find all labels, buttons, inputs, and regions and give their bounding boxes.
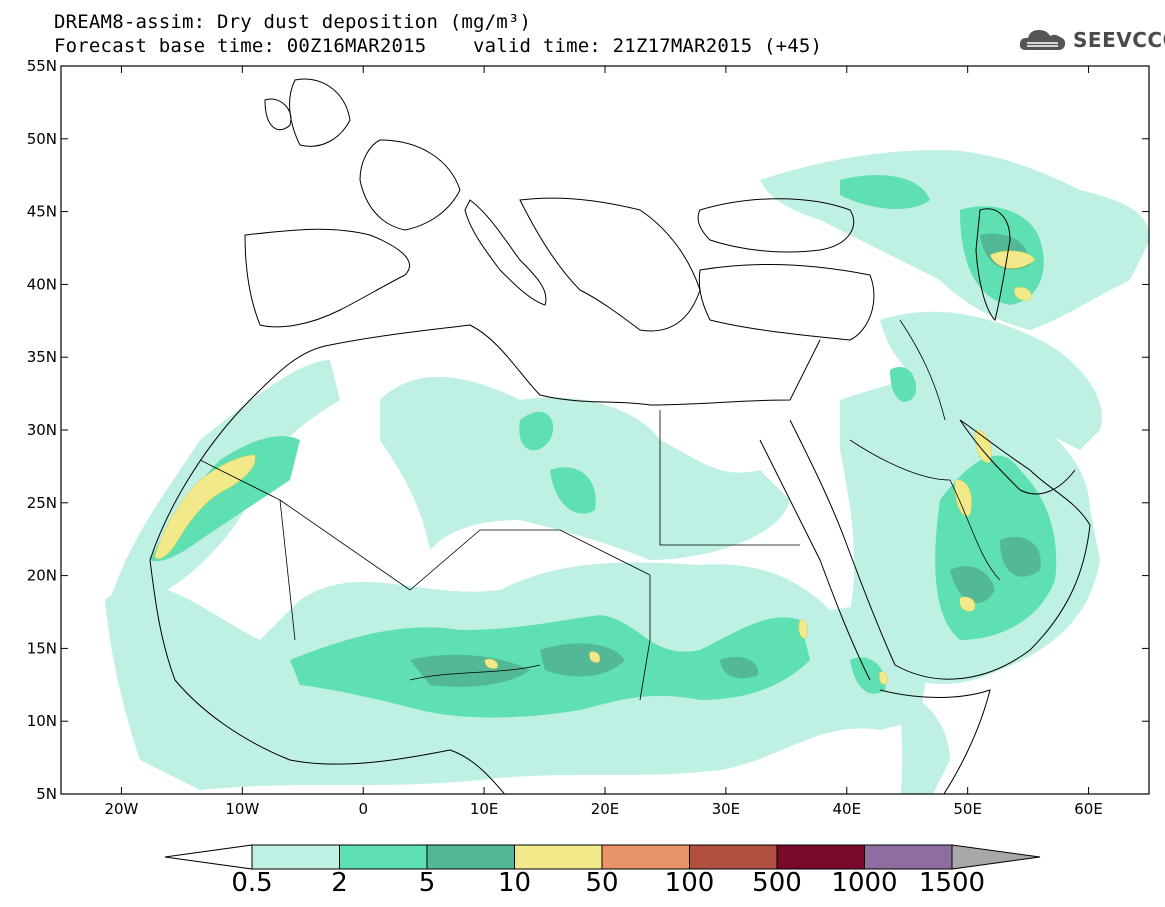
black-sea: [697, 198, 855, 253]
caspian-2: [840, 175, 930, 210]
libya-egypt: [659, 410, 800, 546]
colorbar-label: 1500: [918, 868, 986, 898]
arabia-coast: [894, 419, 1091, 680]
persian-gulf: [959, 419, 1076, 495]
lat-tick-label: 30N: [27, 421, 57, 439]
colorbar-swatch: [251, 844, 340, 870]
yemen-10: [959, 596, 976, 612]
horn-coast: [879, 689, 991, 794]
colorbar-swatch: [514, 844, 603, 870]
anatolia: [698, 264, 875, 341]
italy: [464, 199, 547, 306]
lat-tick-label: 50N: [27, 130, 57, 148]
w-sahara-2: [150, 436, 300, 562]
algeria-mali: [279, 499, 651, 591]
sahel-5b: [540, 643, 625, 677]
colorbar-label: 5: [418, 868, 436, 898]
w-sahara-10: [154, 454, 256, 560]
sudan-chad: [639, 575, 651, 701]
lat-tick-label: 15N: [27, 639, 57, 657]
lat-tick-label: 55N: [27, 57, 57, 75]
eritrea-10: [879, 671, 888, 685]
lon-tick-label: 50E: [953, 800, 982, 818]
libya-egypt-light: [380, 376, 790, 560]
colorbar-swatch: [426, 844, 515, 870]
country-borders: [199, 319, 1001, 701]
lat-tick-label: 35N: [27, 348, 57, 366]
seevccc-logo: SEEVCCC: [1018, 26, 1165, 54]
chad-2: [550, 467, 596, 514]
n-africa-coast: [149, 324, 821, 561]
chad-10: [589, 651, 601, 663]
longitude-axis: 20W 10W 0 10E 20E 30E 40E 50E 60E: [104, 66, 1103, 818]
lon-tick-label: 40E: [832, 800, 861, 818]
colorbar-high-arrow: [951, 844, 1041, 870]
colorbar-low-arrow: [164, 844, 253, 870]
cloud-icon: [1019, 30, 1066, 50]
kz-10: [1014, 287, 1032, 301]
lon-tick-label: 10E: [470, 800, 499, 818]
lat-tick-label: 20N: [27, 567, 57, 585]
ireland: [264, 98, 292, 131]
latitude-axis: 55N 50N 45N 40N 35N 30N 25N 20N 15N 10N 5N: [27, 57, 1149, 803]
niger-nigeria: [409, 664, 541, 681]
lat-tick-label: 45N: [27, 203, 57, 221]
saudi-10: [954, 479, 972, 517]
iberia-coast: [244, 228, 411, 328]
iran-iraq: [899, 319, 946, 421]
w-africa-coast: [149, 559, 506, 794]
caspian-light: [760, 150, 1149, 330]
colorbar-swatch: [689, 844, 778, 870]
france-coast: [359, 139, 461, 231]
sudan-5: [720, 656, 759, 679]
lon-tick-label: 0: [358, 800, 368, 818]
gulf-10: [974, 429, 992, 463]
colorbar: [164, 844, 1041, 870]
lat-tick-label: 5N: [36, 785, 57, 803]
ethiopia-10: [798, 619, 808, 639]
colorbar-label: 10: [497, 868, 532, 898]
lat-tick-label: 40N: [27, 275, 57, 293]
colorbar-swatch: [601, 844, 690, 870]
lon-tick-label: 20W: [104, 800, 138, 818]
iran-light: [880, 311, 1102, 450]
lon-tick-label: 20E: [591, 800, 620, 818]
lon-tick-label: 30E: [712, 800, 741, 818]
lon-tick-label: 60E: [1074, 800, 1103, 818]
red-sea-west: [759, 439, 871, 681]
britain: [289, 78, 351, 147]
colorbar-label: 50: [585, 868, 619, 898]
colorbar-label: 1000: [831, 868, 898, 898]
colorbar-label: 0.5: [231, 868, 273, 898]
caspian-sea: [975, 208, 1011, 321]
arabia-5: [950, 566, 995, 604]
coastlines: [149, 78, 1091, 794]
logo-text: SEEVCCC: [1073, 28, 1165, 52]
colorbar-label: 500: [752, 868, 802, 898]
mauritania: [199, 459, 296, 641]
deposition-field: [105, 150, 1149, 794]
colorbar-swatch: [864, 844, 953, 870]
libya-2: [519, 411, 554, 451]
sahel-5a: [410, 654, 530, 687]
lat-tick-label: 25N: [27, 494, 57, 512]
forecast-times: Forecast base time: 00Z16MAR2015 valid t…: [54, 35, 823, 57]
aral-10: [989, 250, 1036, 269]
colorbar-label: 100: [664, 868, 715, 898]
colorbar-swatch: [776, 844, 865, 870]
balkans: [519, 197, 701, 332]
map-title: DREAM8-assim: Dry dust deposition (mg/m³…: [54, 11, 532, 33]
saudi-border: [849, 439, 1001, 581]
lat-tick-label: 10N: [27, 712, 57, 730]
red-sea-east: [789, 419, 896, 666]
lon-tick-label: 10W: [225, 800, 259, 818]
niger-10: [484, 658, 498, 669]
iraq-2: [890, 366, 916, 402]
horn-light: [900, 690, 950, 794]
oman-5: [1000, 536, 1041, 577]
colorbar-label: 2: [331, 868, 348, 898]
colorbar-swatch: [339, 844, 428, 870]
